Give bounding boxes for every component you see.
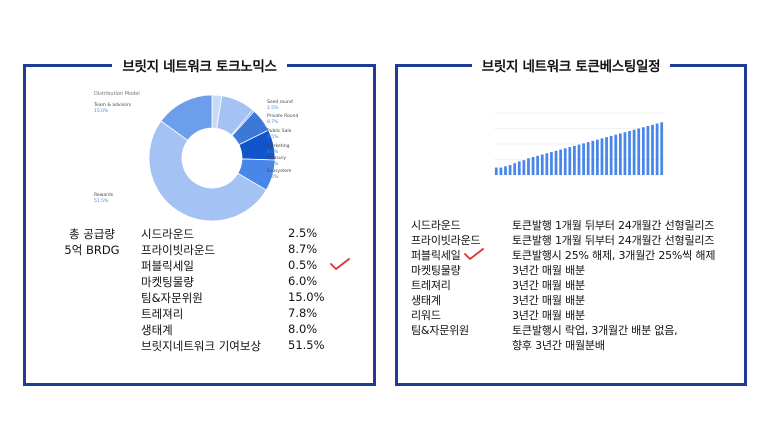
label-team: Team & advisors 15.0% [94,103,132,114]
label-ecosystem: Ecosystem 8.0% [267,169,292,180]
donut-chart-svg [148,94,276,222]
vesting-bar [527,158,530,175]
vesting-bar [637,128,641,175]
distribution-chart: Distribution Model Team & advisors 15.0% … [89,89,335,227]
vesting-bar [513,163,517,175]
label-private: Private Round 8.7% [267,114,299,125]
vesting-bar [614,134,618,175]
vesting-bar [660,122,664,175]
tokenomics-row: 프라이빗라운드 8.7% [141,242,318,257]
vesting-bar [540,154,544,175]
vesting-bar [499,167,503,175]
vesting-bar [494,167,498,175]
vesting-row: 팀&자문위원 토큰발행시 락업, 3개월간 배분 없음, [411,324,678,337]
vesting-row: 시드라운드 토큰발행 1개월 뒤부터 24개월간 선형릴리즈 [411,219,715,232]
vesting-bar [517,161,521,175]
vesting-bar [550,152,553,175]
vesting-row: 리워드 3년간 매월 배분 [411,309,585,322]
chart-title: Distribution Model [94,91,140,97]
checkmark-icon [464,248,484,260]
vesting-bar [531,157,535,175]
vesting-bar [573,145,576,175]
vesting-bar [582,143,585,175]
vesting-bar [641,127,645,175]
vesting-row: 프라이빗라운드 토큰발행 1개월 뒤부터 24개월간 선형릴리즈 [411,234,715,247]
vesting-row: 향후 3년간 매월분배 [512,339,605,352]
vesting-bar [651,124,654,175]
tokenomics-row: 생태계 8.0% [141,322,318,337]
vesting-bar [554,150,558,175]
vesting-bar [545,153,549,175]
vesting-bar [591,140,595,175]
vesting-title: 브릿지 네트워크 토큰베스팅일정 [471,55,671,75]
tokenomics-row: 시드라운드 2.5% [141,226,318,241]
label-marketing: Marketing 6.0% [267,144,290,155]
vesting-bar [618,133,622,175]
vesting-bar [628,130,631,175]
vesting-bar [623,132,627,175]
vesting-row: 트레져리 3년간 매월 배분 [411,279,585,292]
vesting-bar [655,123,659,175]
supply-label: 총 공급량 [69,227,115,241]
tokenomics-row: 팀&자문위원 15.0% [141,290,325,305]
tokenomics-row: 퍼블릭세일 0.5% [141,258,318,273]
vesting-bar [559,149,562,175]
supply-value: 5억 BRDG [64,243,120,257]
tokenomics-title: 브릿지 네트워크 토크노믹스 [112,55,287,75]
vesting-bar [577,144,581,175]
vesting-bar [632,129,636,175]
label-rewards: Rewards 51.5% [94,193,114,204]
label-public: Public Sale 0.5% [267,129,292,140]
donut-slice-6 [148,120,267,222]
tokenomics-row: 브릿지네트워크 기여보상 51.5% [141,338,325,353]
vesting-panel: 브릿지 네트워크 토큰베스팅일정 시드라운드 토큰발행 1개월 뒤부터 24개월간… [395,55,747,386]
vesting-bar [605,137,608,175]
vesting-bar [522,160,526,175]
vesting-bar [600,138,604,175]
vesting-bar [568,147,572,175]
vesting-bar [563,148,567,175]
vesting-bar [609,135,613,175]
vesting-bar [596,139,599,175]
donut-slice-7 [160,94,213,141]
label-treasury: Treasury 7.8% [267,156,287,167]
vesting-bar [536,155,540,175]
vesting-row: 생태계 3년간 매월 배분 [411,294,585,307]
tokenomics-row: 트레져리 7.8% [141,306,318,321]
checkmark-icon [330,258,350,270]
label-seed: Seed round 2.5% [267,100,293,111]
tokenomics-row: 마켓팅물량 6.0% [141,274,318,289]
vesting-bar [646,126,650,175]
vesting-bar [508,165,512,175]
vesting-row: 퍼블릭세일 토큰발행시 25% 해제, 3개월간 25%씩 해제 [411,249,716,262]
vesting-chart-svg [494,112,664,176]
vesting-bar [504,166,507,175]
vesting-row: 마켓팅물량 3년간 매월 배분 [411,264,585,277]
vesting-chart [472,107,672,187]
tokenomics-panel: 브릿지 네트워크 토크노믹스 Distribution Model Team &… [23,55,376,386]
vesting-bar [586,142,590,175]
